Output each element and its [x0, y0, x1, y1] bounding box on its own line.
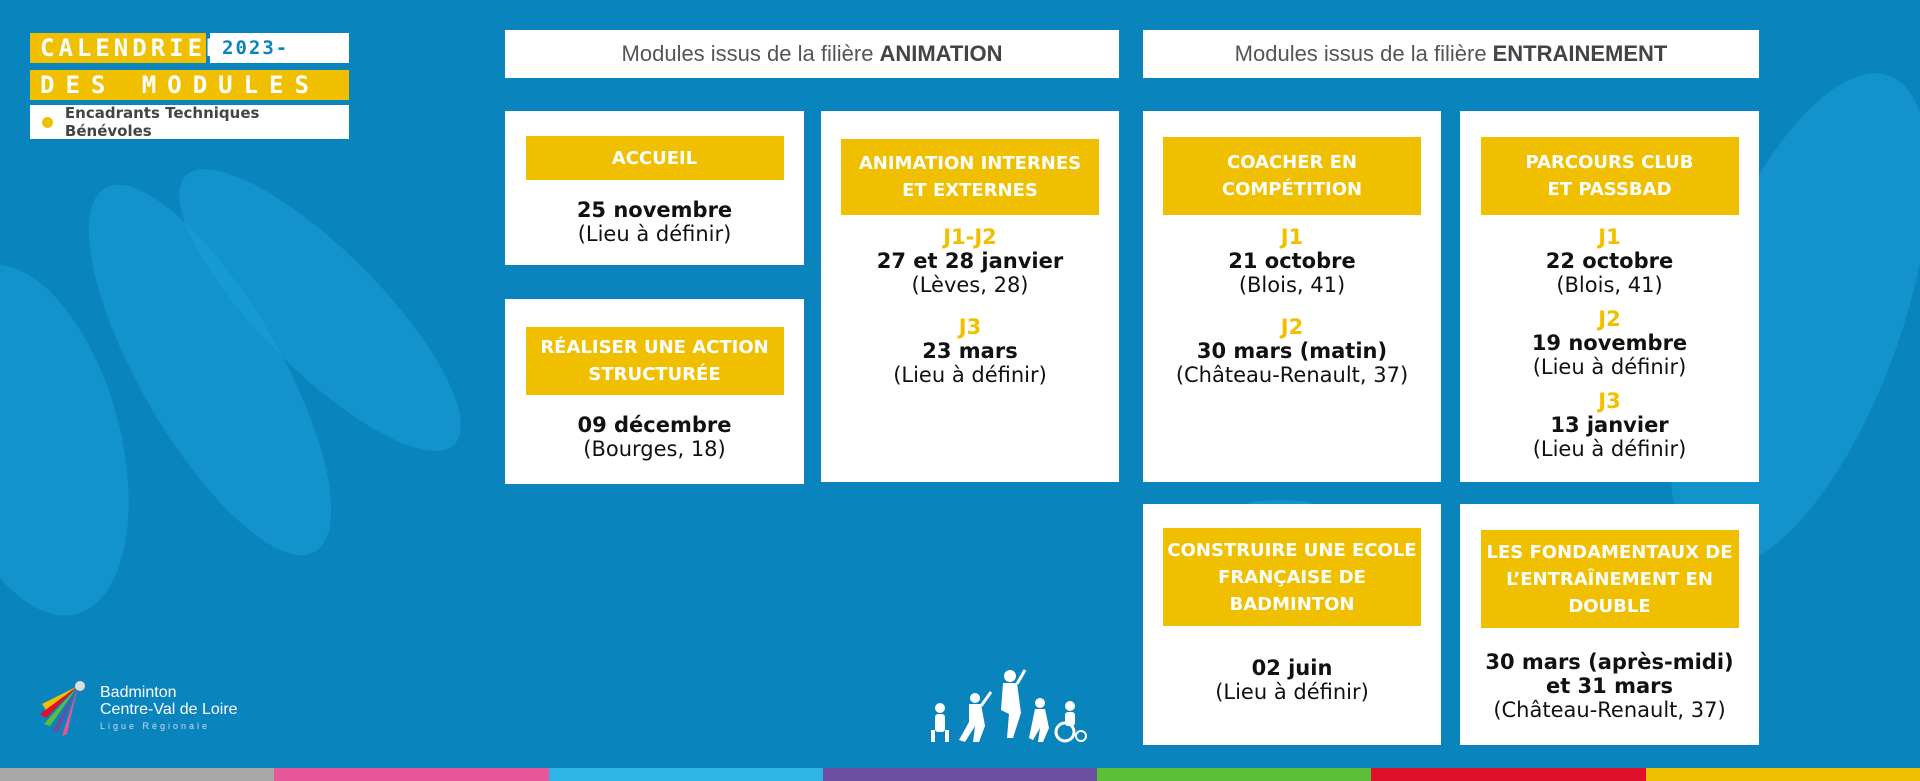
- module-title-text: FRANÇAISE DE: [1218, 566, 1366, 588]
- module-title: ANIMATION INTERNES ET EXTERNES: [841, 139, 1099, 215]
- module-date: 09 décembre: [577, 413, 732, 437]
- module-date: 02 juin: [1251, 656, 1333, 680]
- module-title-text: COMPÉTITION: [1221, 179, 1363, 200]
- module-place: (Château-Renault, 37): [1175, 363, 1409, 387]
- stripe: [548, 768, 823, 781]
- audience-label: Encadrants Techniques Bénévoles: [30, 104, 349, 140]
- module-date: 27 et 28 janvier: [876, 249, 1064, 273]
- color-stripes: [0, 768, 1920, 781]
- module-title-text: RÉALISER UNE ACTION: [540, 337, 769, 358]
- module-title: LES FONDAMENTAUX DE L’ENTRAÎNEMENT EN DO…: [1480, 530, 1739, 628]
- module-date: 21 octobre: [1228, 249, 1356, 273]
- year-badge: 2023-2024: [210, 33, 349, 89]
- page-title: CALENDRIER: [30, 33, 221, 63]
- module-place: (Lieu à définir): [893, 363, 1047, 387]
- module-card-coacher: COACHER EN COMPÉTITION J1 21 octobre (Bl…: [1143, 111, 1441, 482]
- stripe: [822, 768, 1098, 781]
- section-name: ENTRAINEMENT: [1492, 41, 1668, 66]
- module-place: (Lieu à définir): [1532, 355, 1687, 379]
- module-date: et 31 mars: [1545, 674, 1674, 698]
- module-title: ACCUEIL: [525, 136, 784, 180]
- stripe: [1371, 768, 1646, 781]
- sports-silhouettes-icon: [931, 669, 1087, 743]
- module-title-text: BADMINTON: [1229, 593, 1355, 615]
- module-title-text: STRUCTURÉE: [588, 364, 721, 385]
- logo-line1: Badminton: [100, 683, 177, 701]
- section-name: ANIMATION: [879, 41, 1003, 66]
- module-card-parcours: PARCOURS CLUB ET PASSBAD J1 22 octobre (…: [1460, 111, 1759, 482]
- title-row-2: DES MODULES: [30, 70, 349, 100]
- module-place: (Château-Renault, 37): [1493, 698, 1726, 722]
- session-label: J3: [1598, 389, 1621, 413]
- module-title-text: COACHER EN: [1226, 152, 1358, 173]
- session-label: J3: [958, 315, 982, 339]
- bullet-icon: [42, 116, 53, 128]
- module-title: PARCOURS CLUB ET PASSBAD: [1480, 137, 1739, 215]
- module-card-animation: ANIMATION INTERNES ET EXTERNES J1-J2 27 …: [821, 111, 1119, 482]
- session-label: J2: [1598, 307, 1621, 331]
- stripe: [0, 768, 275, 781]
- module-card-ecole: CONSTRUIRE UNE ECOLE FRANÇAISE DE BADMIN…: [1143, 504, 1441, 745]
- session-label: J1: [1280, 225, 1304, 249]
- stripe: [1645, 768, 1920, 781]
- session-label: J1: [1598, 225, 1621, 249]
- module-date: 22 octobre: [1545, 249, 1674, 273]
- stripe: [1097, 768, 1372, 781]
- module-card-accueil: ACCUEIL 25 novembre (Lieu à définir): [505, 111, 804, 265]
- module-card-double: LES FONDAMENTAUX DE L’ENTRAÎNEMENT EN DO…: [1460, 504, 1759, 745]
- section-header-animation: Modules issus de la filière ANIMATION: [505, 30, 1119, 78]
- module-date: 30 mars (matin): [1196, 339, 1388, 363]
- module-date: 19 novembre: [1531, 331, 1688, 355]
- section-prefix: Modules issus de la filière: [621, 41, 874, 66]
- module-card-action: RÉALISER UNE ACTION STRUCTURÉE 09 décemb…: [505, 299, 804, 484]
- module-title: CONSTRUIRE UNE ECOLE FRANÇAISE DE BADMIN…: [1163, 528, 1421, 626]
- session-label: J1-J2: [943, 225, 997, 249]
- module-place: (Blois, 41): [1238, 273, 1346, 297]
- module-date: 13 janvier: [1550, 413, 1669, 437]
- federation-logo: Badminton Centre-Val de Loire Ligue Régi…: [34, 680, 238, 738]
- section-header-entrainement: Modules issus de la filière ENTRAINEMENT: [1143, 30, 1759, 78]
- module-title-text: CONSTRUIRE UNE ECOLE: [1167, 539, 1417, 561]
- module-title-text: DOUBLE: [1568, 595, 1651, 617]
- module-title-text: LES FONDAMENTAUX DE: [1486, 541, 1733, 563]
- logo-line3: Ligue Régionale: [100, 720, 211, 731]
- title-row-1: CALENDRIER 2023-2024: [30, 33, 349, 89]
- module-date: 23 mars: [922, 339, 1018, 363]
- audience-text: Encadrants Techniques Bénévoles: [64, 104, 260, 140]
- module-title-text: L’ENTRAÎNEMENT EN: [1506, 568, 1713, 590]
- section-prefix: Modules issus de la filière: [1234, 41, 1487, 66]
- logo-line2: Centre-Val de Loire: [100, 700, 238, 718]
- logo-text: Badminton Centre-Val de Loire Ligue Régi…: [100, 684, 238, 735]
- module-title: COACHER EN COMPÉTITION: [1163, 137, 1421, 215]
- module-place: (Lieu à définir): [1532, 437, 1687, 461]
- page-subtitle: DES MODULES: [30, 70, 349, 100]
- module-place: (Lieu à définir): [577, 222, 732, 246]
- module-date: 25 novembre: [576, 198, 733, 222]
- module-place: (Bourges, 18): [583, 437, 726, 461]
- module-place: (Lèves, 28): [911, 273, 1029, 297]
- session-label: J2: [1280, 315, 1304, 339]
- shuttlecock-logo-icon: [40, 681, 85, 736]
- module-title-text: ACCUEIL: [611, 147, 698, 169]
- module-date: 30 mars (après-midi): [1485, 650, 1734, 674]
- module-title-text: ET EXTERNES: [902, 180, 1038, 201]
- module-title: RÉALISER UNE ACTION STRUCTURÉE: [525, 327, 784, 395]
- module-place: (Lieu à définir): [1215, 680, 1369, 704]
- module-title-text: PARCOURS CLUB: [1525, 152, 1694, 173]
- module-title-text: ANIMATION INTERNES: [858, 153, 1082, 174]
- stripe: [274, 768, 549, 781]
- module-place: (Blois, 41): [1556, 273, 1663, 297]
- module-title-text: ET PASSBAD: [1547, 179, 1672, 200]
